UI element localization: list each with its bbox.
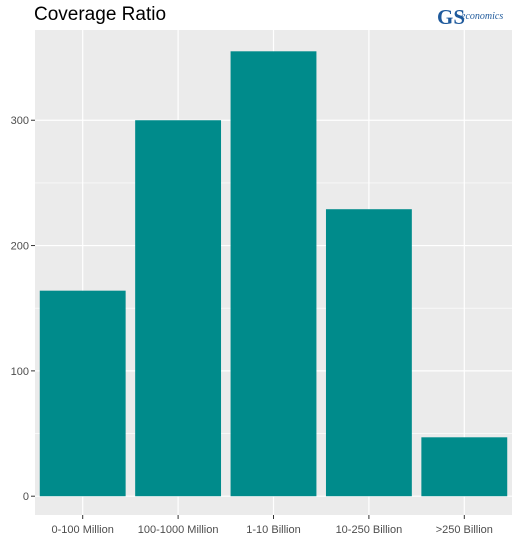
- x-tick-label: 1-10 Billion: [246, 524, 300, 536]
- y-tick-label: 200: [11, 241, 29, 253]
- x-tick-label: >250 Billion: [436, 524, 493, 536]
- bar: [135, 120, 222, 497]
- bar: [325, 209, 412, 497]
- x-tick-label: 0-100 Million: [52, 524, 114, 536]
- y-tick-label: 100: [11, 366, 29, 378]
- bar: [421, 437, 508, 497]
- logo-sub-text: economics: [461, 11, 503, 22]
- y-tick-label: 0: [23, 491, 29, 503]
- chart-title: Coverage Ratio: [34, 4, 167, 25]
- logo-main-text: GS: [437, 5, 465, 29]
- x-tick-label: 10-250 Billion: [336, 524, 403, 536]
- x-tick-label: 100-1000 Million: [138, 524, 219, 536]
- y-tick-label: 300: [11, 115, 29, 127]
- gs-economics-logo: GS economics: [437, 5, 503, 29]
- bar: [230, 51, 317, 497]
- bar: [39, 290, 126, 497]
